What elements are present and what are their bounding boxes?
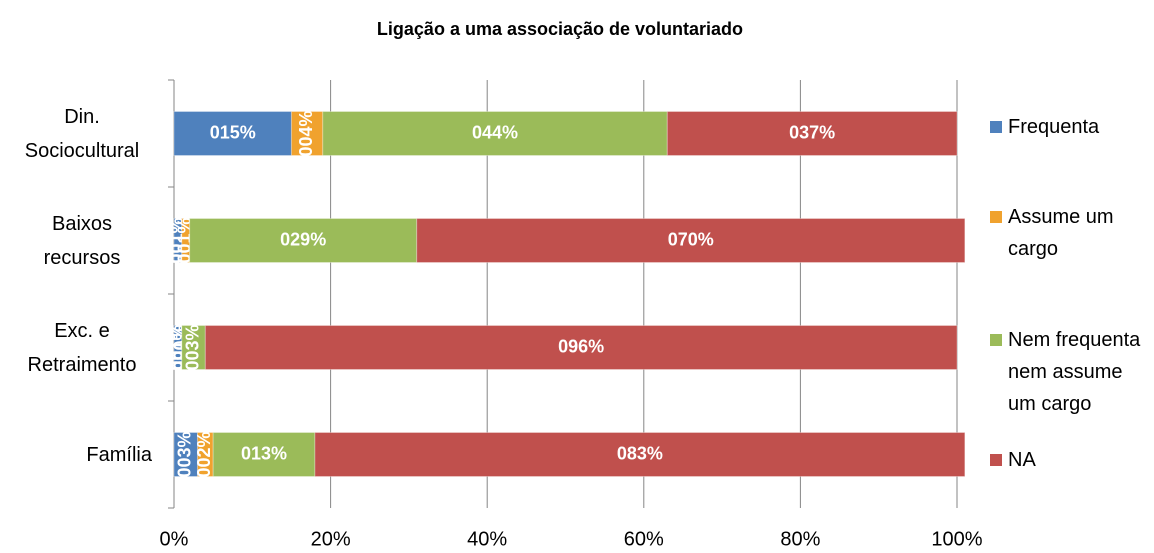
data-label: 002% <box>194 431 214 477</box>
bar-segment <box>322 111 668 156</box>
x-tick-label: 0% <box>160 528 189 550</box>
y-tick-label: Din. Sociocultural <box>24 105 140 162</box>
legend-swatch <box>990 211 1002 223</box>
data-label: 001% <box>167 217 187 263</box>
y-tick-label: Baixos recursos <box>43 212 121 269</box>
bar-segment <box>290 111 324 156</box>
legend-label: Frequenta <box>1008 116 1100 138</box>
data-label: 044% <box>472 122 518 142</box>
legend-swatch <box>990 334 1002 346</box>
data-label: 001% <box>167 324 187 370</box>
bar-segment <box>416 218 966 263</box>
legend-swatch <box>990 454 1002 466</box>
x-tick-label: 40% <box>467 528 507 550</box>
legend-swatch <box>990 121 1002 133</box>
x-tick-label: 80% <box>780 528 820 550</box>
bar-segment <box>173 111 292 156</box>
data-label: 003% <box>174 431 194 477</box>
legend-label: NA <box>1008 449 1036 471</box>
bar-segment <box>666 111 958 156</box>
legend-label: Assume um cargo <box>1008 206 1114 260</box>
data-label: 003% <box>182 324 202 370</box>
data-label: 037% <box>789 122 835 142</box>
data-label: 083% <box>617 443 663 463</box>
y-tick-label: Exc. e Retraimento <box>27 319 137 376</box>
legend-entry: Assume um cargo <box>990 201 1150 265</box>
bar-segment <box>212 432 316 477</box>
x-tick-label: 100% <box>931 528 982 550</box>
x-tick-label: 20% <box>311 528 351 550</box>
legend-entry: Frequenta <box>990 111 1150 143</box>
data-label: 001% <box>174 217 194 263</box>
data-label: 004% <box>296 110 316 156</box>
data-label: 015% <box>210 122 256 142</box>
bar-segment <box>189 218 418 263</box>
data-label: 013% <box>241 443 287 463</box>
data-label: 070% <box>668 229 714 249</box>
legend-label: Nem frequenta nem assume um cargo <box>1008 329 1141 415</box>
bar-segment <box>314 432 966 477</box>
data-label: 096% <box>558 336 604 356</box>
x-tick-label: 60% <box>624 528 664 550</box>
data-label: 029% <box>280 229 326 249</box>
legend-entry: Nem frequenta nem assume um cargo <box>990 324 1150 420</box>
legend-entry: NA <box>990 444 1150 476</box>
chart-title: Ligação a uma associação de voluntariado <box>377 19 743 39</box>
y-tick-label: Família <box>86 443 152 466</box>
bar-segment <box>204 325 958 370</box>
